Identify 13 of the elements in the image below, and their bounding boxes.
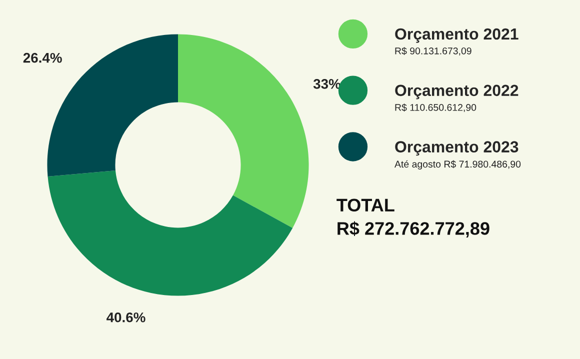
data-label: 26.4% <box>23 52 62 63</box>
text: TOTAL <box>336 198 394 212</box>
text: R$ 90.131.673,09 <box>395 47 472 56</box>
legend-label: Orçamento 2023 <box>395 141 518 156</box>
donut-slice <box>48 170 293 296</box>
text: R$ 110.650.612,90 <box>395 104 476 112</box>
text: Até agosto R$ 71.980.486,90 <box>394 160 521 170</box>
legend-label: Orçamento 2022 <box>395 84 518 100</box>
legend-label: Orçamento 2021 <box>395 28 518 43</box>
text: R$ 272.762.772,89 <box>338 221 490 238</box>
data-label: 33% <box>313 79 340 89</box>
data-label: 40.6% <box>106 312 146 322</box>
donut-slice <box>178 34 309 228</box>
